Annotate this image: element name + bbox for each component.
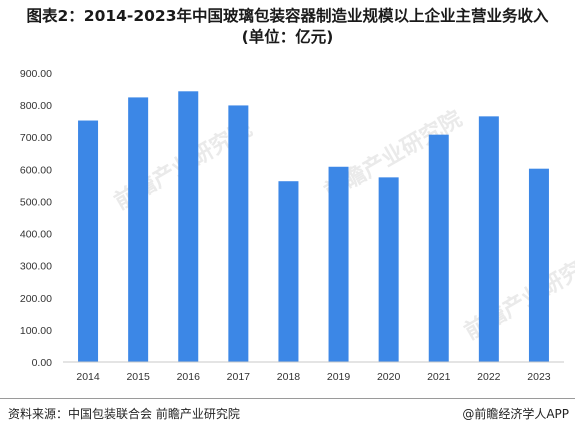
bar-2020 xyxy=(378,177,399,362)
x-tick-label: 2023 xyxy=(527,371,551,383)
bar-2014 xyxy=(78,120,99,362)
x-tick-label: 2016 xyxy=(177,371,201,383)
bar-2016 xyxy=(178,91,199,362)
y-tick-label: 500.00 xyxy=(20,196,52,208)
x-tick-label: 2020 xyxy=(377,371,401,383)
y-tick-label: 700.00 xyxy=(20,132,52,144)
bar-chart: 前瞻产业研究院 前瞻产业研究院 前瞻产业研究院 0.00100.00200.00… xyxy=(20,68,575,383)
x-tick-label: 2022 xyxy=(477,371,501,383)
watermark-logo: 前瞻产业研究院 xyxy=(460,246,575,346)
x-axis: 2014 2015 2016 2017 2018 2019 2020 2021 2022 2023 xyxy=(76,371,550,383)
bar-2019 xyxy=(328,166,349,362)
y-tick-label: 100.00 xyxy=(20,325,52,337)
y-tick-label: 400.00 xyxy=(20,229,52,241)
chart-title-line2: (单位：亿元) xyxy=(241,28,334,46)
bar-2015 xyxy=(128,97,149,362)
chart-title-line1: 图表2：2014-2023年中国玻璃包装容器制造业规模以上企业主营业务收入 xyxy=(26,7,549,25)
x-tick-label: 2017 xyxy=(227,371,251,383)
y-tick-label: 200.00 xyxy=(20,293,52,305)
x-tick-label: 2021 xyxy=(427,371,451,383)
y-tick-label: 900.00 xyxy=(20,68,52,80)
bar-2017 xyxy=(228,105,249,362)
source-note: 资料来源：中国包装联合会 前瞻产业研究院 xyxy=(8,407,240,421)
footer-divider xyxy=(0,398,575,399)
brand-handle: @前瞻经济学人APP xyxy=(462,407,569,421)
bar-2022 xyxy=(478,116,499,362)
bar-2021 xyxy=(428,134,449,362)
y-tick-label: 600.00 xyxy=(20,164,52,176)
x-tick-label: 2015 xyxy=(126,371,150,383)
x-tick-label: 2019 xyxy=(327,371,351,383)
x-tick-label: 2014 xyxy=(76,371,100,383)
y-tick-label: 0.00 xyxy=(32,357,53,369)
y-tick-label: 800.00 xyxy=(20,100,52,112)
y-axis: 0.00 100.00 200.00 300.00 400.00 500.00 600.00… xyxy=(20,68,52,369)
bars xyxy=(78,91,549,362)
y-tick-label: 300.00 xyxy=(20,261,52,273)
bar-2023 xyxy=(528,168,549,362)
chart-title: 图表2：2014-2023年中国玻璃包装容器制造业规模以上企业主营业务收入 (单… xyxy=(0,6,575,48)
bar-2018 xyxy=(278,181,299,362)
x-tick-label: 2018 xyxy=(277,371,301,383)
